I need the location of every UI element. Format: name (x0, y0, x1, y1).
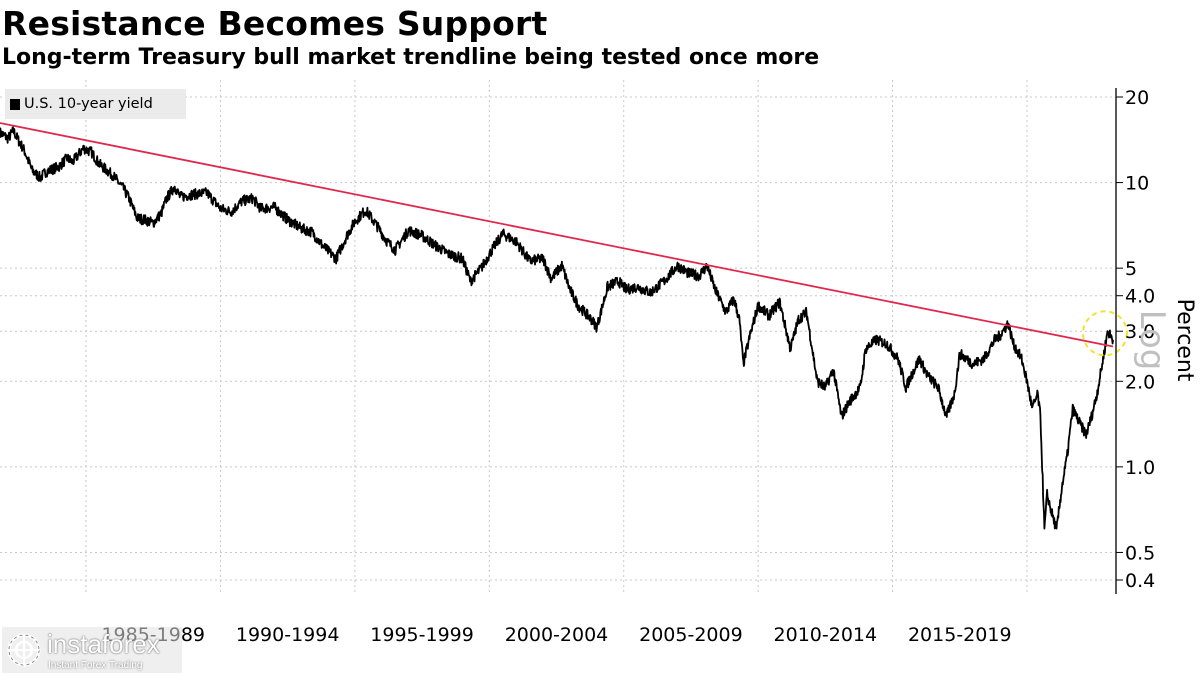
watermark-tagline: Instant Forex Trading (48, 660, 143, 671)
trendline (0, 122, 1114, 348)
x-tick-label: 2005-2009 (639, 624, 743, 646)
series-layer (0, 122, 1128, 530)
highlight-circle (1081, 310, 1128, 357)
grid-layer (0, 80, 1113, 595)
series-line-us-10-year-yield (0, 126, 1114, 530)
y-tick-label: 20 (1125, 87, 1149, 109)
log-scale-label: Log (1132, 310, 1172, 371)
watermark-logo: instaforex Instant Forex Trading (2, 627, 182, 673)
legend: U.S. 10-year yield (5, 89, 186, 119)
x-tick-label: 2000-2004 (505, 624, 609, 646)
legend-swatch (10, 98, 20, 110)
x-tick-label: 1995-1999 (370, 624, 474, 646)
legend-label: U.S. 10-year yield (24, 96, 153, 112)
y-tick-label: 1.0 (1125, 457, 1155, 479)
chart-title: Resistance Becomes Support (2, 4, 548, 43)
y-tick-label: 10 (1125, 173, 1149, 195)
axis-layer: 0.40.51.02.03.04.0510201985-19891990-199… (101, 87, 1155, 646)
y-axis-label: Percent (1172, 299, 1197, 382)
gear-globe-icon (7, 633, 41, 667)
chart-subtitle: Long-term Treasury bull market trendline… (2, 45, 820, 70)
y-tick-label: 5 (1125, 258, 1137, 280)
y-tick-label: 0.4 (1125, 570, 1155, 592)
x-tick-label: 1990-1994 (236, 624, 340, 646)
y-tick-label: 2.0 (1125, 371, 1155, 393)
y-tick-label: 4.0 (1125, 286, 1155, 308)
x-tick-label: 2015-2019 (908, 624, 1012, 646)
x-tick-label: 2010-2014 (774, 624, 878, 646)
y-tick-label: 3.0 (1125, 321, 1155, 343)
y-tick-label: 0.5 (1125, 542, 1155, 564)
watermark-name: instaforex (47, 629, 160, 659)
